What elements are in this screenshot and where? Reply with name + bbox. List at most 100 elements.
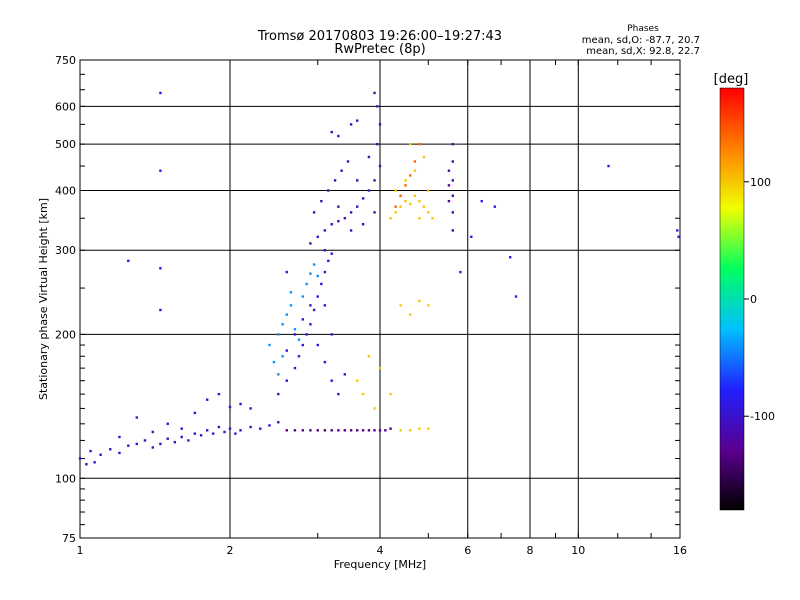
y-tick-labels: 75 100 200 300 400 500 600 750 <box>55 54 76 545</box>
data-point <box>312 211 316 214</box>
data-point <box>337 429 340 432</box>
data-point <box>349 211 353 214</box>
x-tick-label: 10 <box>571 544 585 557</box>
data-point <box>309 242 312 245</box>
data-point <box>293 429 297 432</box>
data-point <box>285 270 288 274</box>
data-point <box>447 199 451 203</box>
data-point <box>277 373 280 376</box>
chart-title: Tromsø 20170803 19:26:00–19:27:43 <box>257 29 502 44</box>
data-point <box>413 169 417 172</box>
data-point <box>180 427 183 430</box>
data-point <box>180 435 183 439</box>
data-point <box>330 130 333 134</box>
data-point <box>427 304 430 307</box>
data-point <box>330 252 333 255</box>
data-point <box>89 449 92 453</box>
data-point <box>159 308 162 312</box>
data-point <box>373 211 376 214</box>
data-point <box>378 429 382 432</box>
data-point <box>289 304 293 307</box>
data-point <box>135 442 138 446</box>
data-point <box>323 270 327 274</box>
x-tick-label: 6 <box>464 544 471 557</box>
data-point <box>427 427 430 430</box>
data-point <box>281 355 284 358</box>
data-point <box>151 430 155 434</box>
data-point <box>409 313 412 316</box>
data-point <box>337 220 340 223</box>
y-tick-label: 300 <box>55 244 76 257</box>
x-tick-label: 2 <box>227 544 234 557</box>
data-point <box>409 429 412 432</box>
data-point <box>409 202 412 206</box>
y-tick-label: 400 <box>55 184 76 197</box>
data-point <box>193 411 197 415</box>
data-point <box>320 282 323 286</box>
data-point <box>173 440 177 444</box>
data-point <box>330 223 333 226</box>
data-point <box>323 229 327 232</box>
y-tick-label: 500 <box>55 138 76 151</box>
data-point <box>316 295 319 298</box>
data-point <box>327 189 330 192</box>
data-point <box>127 259 130 263</box>
data-point <box>309 304 312 307</box>
data-point <box>373 91 376 95</box>
data-point <box>514 295 518 298</box>
data-point <box>268 424 271 427</box>
data-point <box>309 272 312 275</box>
data-point <box>293 366 297 370</box>
data-point <box>205 429 209 432</box>
data-point <box>327 259 330 263</box>
chart-subtitle: RwPretec (8p) <box>334 42 425 57</box>
data-point <box>493 205 497 208</box>
data-point <box>404 179 407 182</box>
data-point <box>285 429 288 432</box>
data-point <box>109 448 112 451</box>
data-point <box>217 392 221 396</box>
data-point <box>239 429 242 432</box>
data-point <box>166 437 169 440</box>
data-point <box>272 360 276 364</box>
data-point <box>367 355 371 358</box>
x-tick-label: 16 <box>673 544 687 557</box>
data-point <box>297 338 301 341</box>
data-point <box>451 194 455 197</box>
data-point <box>268 343 271 347</box>
y-tick-label: 200 <box>55 328 76 341</box>
data-point <box>361 223 365 226</box>
data-point <box>159 267 162 270</box>
data-point <box>378 123 382 126</box>
data-point <box>193 432 197 435</box>
data-point <box>378 164 382 168</box>
data-point <box>320 199 323 203</box>
data-point <box>249 425 252 429</box>
data-point <box>361 197 365 200</box>
data-point <box>93 461 96 464</box>
data-point <box>277 333 280 336</box>
data-point <box>330 333 333 336</box>
data-point <box>337 392 340 396</box>
data-point <box>367 429 371 432</box>
data-point <box>676 229 679 232</box>
x-tick-labels: 1 2 4 6 8 10 16 <box>77 544 688 557</box>
data-point <box>337 205 340 208</box>
data-point <box>459 270 462 274</box>
data-point <box>418 199 421 203</box>
data-point <box>607 164 610 168</box>
data-point <box>384 429 387 432</box>
data-point <box>378 366 382 370</box>
data-point <box>118 435 121 439</box>
data-point <box>355 179 359 182</box>
data-point <box>259 427 262 430</box>
data-point <box>239 402 242 406</box>
data-point <box>399 194 402 197</box>
data-point <box>217 425 221 429</box>
data-point <box>305 282 308 286</box>
data-point <box>343 429 347 432</box>
y-tick-label: 600 <box>55 100 76 113</box>
data-point <box>413 160 417 163</box>
colorbar-ticks: 100 0 -100 <box>744 176 775 423</box>
data-point <box>427 211 430 214</box>
